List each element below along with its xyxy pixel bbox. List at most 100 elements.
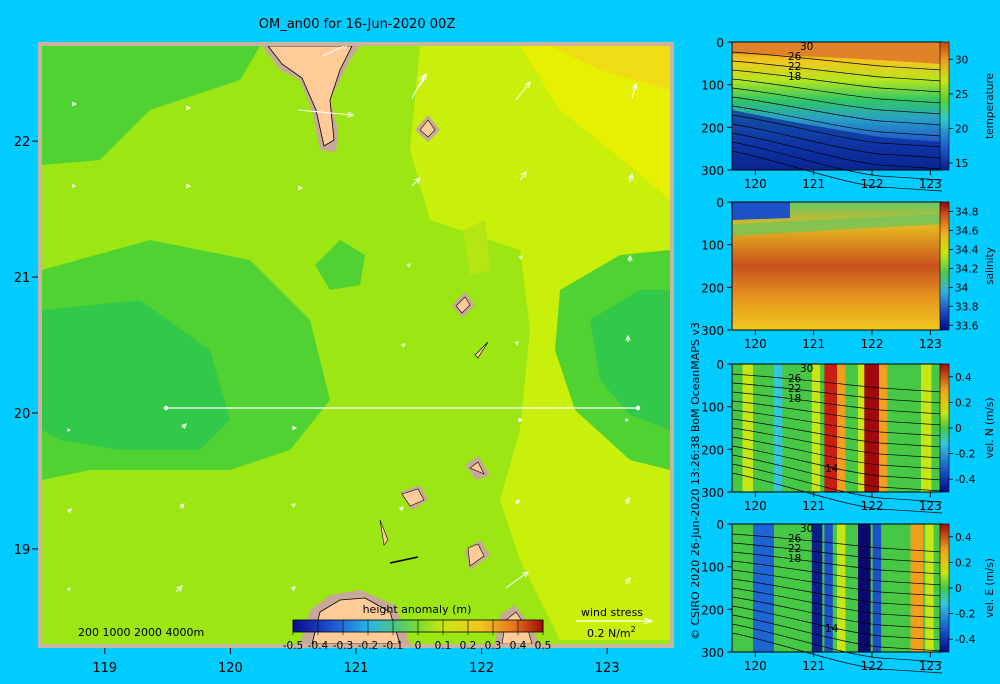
wind-arrowhead xyxy=(518,417,524,423)
land-islet-3 xyxy=(474,341,489,359)
section-contour xyxy=(731,578,943,608)
main-x-tick-label: 119 xyxy=(92,661,117,676)
section-field-band xyxy=(879,364,888,492)
credit-text: © CSIRO 2020 26-Jun-2020 13:26:38 BoM Oc… xyxy=(689,322,702,640)
section-colorbar-tick-label: 34.6 xyxy=(955,225,979,237)
section-contour-label: 22 xyxy=(788,61,801,73)
wind-arrow xyxy=(625,577,631,585)
section-contour xyxy=(731,605,943,641)
section-field-band xyxy=(858,524,871,652)
section-field-band xyxy=(837,524,846,652)
main-x-tick-label: 120 xyxy=(218,661,243,676)
wind-arrowhead xyxy=(398,506,404,512)
field-yellow-ne xyxy=(520,46,670,200)
section-contour-label: 30 xyxy=(800,363,813,375)
section-contour xyxy=(731,400,943,426)
section-contour xyxy=(731,445,943,481)
main-y-axis: 22 21 20 19 xyxy=(14,135,38,558)
section-contour xyxy=(731,560,943,586)
section-contour-label: 26 xyxy=(788,533,802,545)
section-contour-label: 30 xyxy=(800,523,813,535)
field-orange-ne xyxy=(550,46,670,90)
section-field-warm xyxy=(732,42,942,64)
wind-arrowhead xyxy=(524,81,531,88)
section-contour xyxy=(731,114,943,148)
section-field-band xyxy=(774,364,783,492)
section-contour-label: 22 xyxy=(788,383,801,395)
section-x-tick-label: 123 xyxy=(919,177,942,191)
section-x-tick-label: 122 xyxy=(861,499,884,513)
field-yellow-east xyxy=(410,46,670,640)
colorbar-title: height anomaly (m) xyxy=(363,603,472,616)
section-contour xyxy=(731,596,943,630)
wind-arrowhead xyxy=(414,177,421,184)
section-field-band xyxy=(742,364,753,492)
land-taiwan xyxy=(267,46,353,147)
wind-arrow xyxy=(629,173,633,183)
section-x-tick-label: 121 xyxy=(802,659,825,673)
section-contour-label: 14 xyxy=(825,623,839,635)
wind-arrowhead xyxy=(347,111,355,118)
wind-arrowhead xyxy=(420,72,427,81)
section-colorbar-tick-label: 34.4 xyxy=(955,244,979,256)
section-y-tick-label: 100 xyxy=(701,239,724,253)
wind-arrowhead xyxy=(514,499,520,505)
section-y-tick-label: 0 xyxy=(716,358,724,372)
wind-arrowhead xyxy=(290,586,296,592)
depth-legend: 200 1000 2000 4000m xyxy=(78,626,204,639)
land-islet-1 xyxy=(419,119,436,138)
section-contour xyxy=(731,614,943,652)
wind-arrowhead xyxy=(401,343,406,348)
main-y-tick-label: 20 xyxy=(14,407,31,422)
field-yellowgreen-patch xyxy=(463,220,490,275)
section-x-tick-label: 122 xyxy=(861,177,884,191)
wind-arrow xyxy=(515,81,531,101)
transect-line xyxy=(163,405,641,411)
section-contour xyxy=(731,569,943,597)
section-contour xyxy=(731,533,943,553)
section-x-tick-label: 120 xyxy=(744,177,767,191)
colorbar-tick-label: -0.3 xyxy=(333,640,354,652)
section-x-tick-label: 121 xyxy=(802,337,825,351)
main-colorbar: height anomaly (m) -0.5 -0.4 -0.3 -0.2 -0.1 0… xyxy=(283,603,552,652)
wind-arrowhead xyxy=(625,418,630,422)
wind-arrowhead xyxy=(518,255,523,260)
colorbar-tick-label: 0.5 xyxy=(535,640,552,652)
section-contour xyxy=(731,542,943,564)
section-field-band xyxy=(910,524,924,652)
section-y-tick-label: 100 xyxy=(701,561,724,575)
section-colorbar xyxy=(939,523,950,653)
colorbar-tick-label: -0.2 xyxy=(358,640,379,652)
section-contour xyxy=(731,418,943,448)
section-contour xyxy=(731,587,943,619)
wind-arrowhead xyxy=(179,503,185,509)
section-contour xyxy=(731,60,943,82)
section-contour xyxy=(731,382,943,404)
wind-arrow xyxy=(297,109,354,116)
wind-arrowhead xyxy=(67,428,72,432)
main-x-tick-label: 123 xyxy=(595,661,620,676)
section-y-tick-label: 300 xyxy=(701,646,724,660)
wind-arrowhead xyxy=(292,425,298,431)
section-colorbar-tick-label: -0.2 xyxy=(955,449,976,461)
colorbar-ticks: -0.5 -0.4 -0.3 -0.2 -0.1 0 0.1 0.2 0.3 0.4 0.5 xyxy=(283,620,552,652)
section-colorbar-tick-label: -0.4 xyxy=(955,474,976,486)
colorbar-tick-label: 0 xyxy=(415,640,422,652)
wind-arrowhead xyxy=(186,183,192,189)
section-contour-label: 18 xyxy=(788,553,801,565)
section-contour-label: 26 xyxy=(788,51,802,63)
section-contour xyxy=(731,391,943,415)
section-colorbar-label: vel. N (m/s) xyxy=(984,398,996,459)
section-field-band xyxy=(811,524,823,652)
section-contour xyxy=(731,623,943,663)
main-map-title: OM_an00 for 16-Jun-2020 00Z xyxy=(259,17,456,32)
section-contour xyxy=(731,373,943,393)
section-x-tick-label: 123 xyxy=(919,659,942,673)
section-contour-label: 18 xyxy=(788,71,801,83)
section-contour xyxy=(731,96,943,126)
wind-arrowhead xyxy=(66,587,71,592)
section-contour xyxy=(731,51,943,71)
section-contour xyxy=(731,87,943,115)
section-y-tick-label: 200 xyxy=(701,281,724,295)
